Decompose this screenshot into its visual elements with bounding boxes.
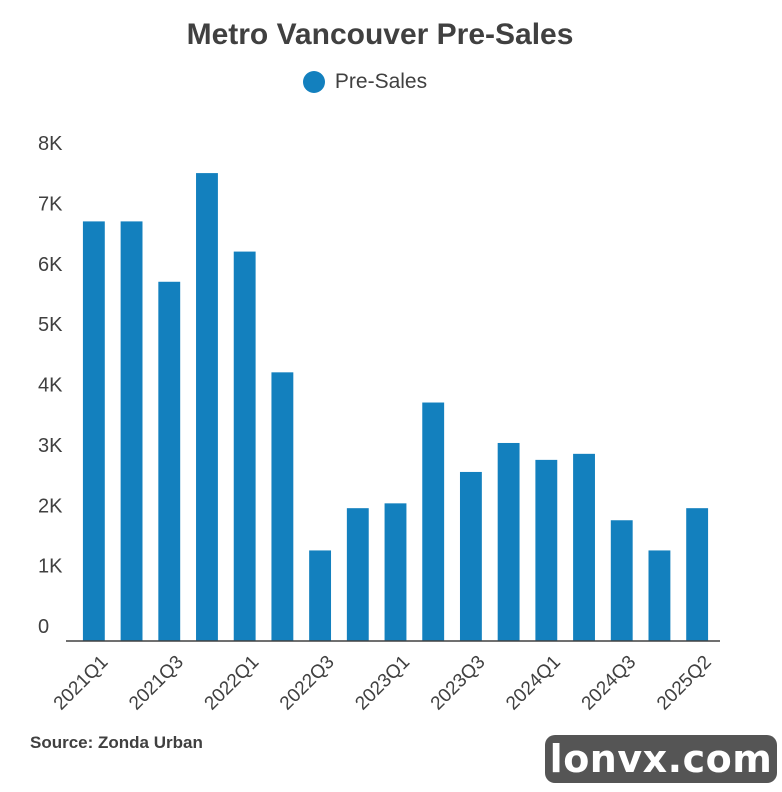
bar-2024Q1 [535, 459, 558, 641]
watermark-text: lonvx.com [549, 737, 773, 781]
bar-2023Q2 [422, 402, 445, 641]
y-tick-label: 2K [38, 495, 63, 517]
y-tick-label: 6K [38, 254, 63, 276]
y-tick-label: 5K [38, 314, 63, 336]
legend: Pre-Sales [0, 70, 730, 94]
y-tick-label: 7K [38, 193, 63, 215]
legend-label: Pre-Sales [334, 70, 428, 93]
x-axis-ticks: 2021Q1 2021Q3 2022Q1 2022Q3 2023Q1 2023Q3 2024… [50, 652, 716, 715]
x-tick-label: 2024Q1 [502, 652, 565, 715]
x-tick-label: 2021Q3 [125, 652, 188, 715]
y-tick-label: 3K [38, 435, 63, 457]
y-tick-label: 8K [38, 133, 63, 155]
bar-2023Q1 [384, 503, 407, 641]
x-tick-label: 2023Q3 [427, 652, 490, 715]
bar-2022Q4 [346, 508, 369, 641]
watermark-badge: lonvx.com [545, 735, 777, 783]
x-tick-label: 2023Q1 [351, 652, 414, 715]
y-axis-ticks: 0 1K 2K 3K 4K 5K 6K 7K 8K [38, 133, 63, 638]
bar-2023Q3 [459, 471, 482, 641]
bar-2021Q4 [196, 173, 218, 641]
bar-2021Q3 [158, 281, 181, 641]
y-tick-label: 0 [38, 616, 49, 638]
y-tick-label: 4K [38, 375, 63, 397]
bar-2024Q3 [610, 520, 633, 641]
bar-2024Q4 [648, 550, 671, 641]
bar-2025Q2 [686, 508, 709, 641]
x-tick-label: 2024Q3 [578, 652, 641, 715]
x-tick-label: 2021Q1 [50, 652, 113, 715]
x-tick-label: 2022Q3 [276, 652, 339, 715]
legend-swatch-icon [302, 71, 325, 93]
x-tick-label: 2025Q2 [653, 652, 716, 715]
bar-2021Q1 [82, 221, 105, 642]
bars [82, 173, 709, 642]
bar-2021Q2 [120, 221, 143, 642]
y-tick-label: 1K [38, 556, 63, 578]
source-note: Source: Zonda Urban [30, 733, 203, 752]
x-tick-label: 2022Q1 [201, 652, 264, 715]
bar-2022Q2 [271, 372, 294, 641]
bar-2023Q4 [497, 442, 520, 641]
bar-2022Q1 [233, 251, 256, 642]
chart-title: Metro Vancouver Pre-Sales [186, 18, 574, 51]
bar-2024Q2 [573, 453, 595, 641]
bar-2022Q3 [309, 550, 332, 641]
